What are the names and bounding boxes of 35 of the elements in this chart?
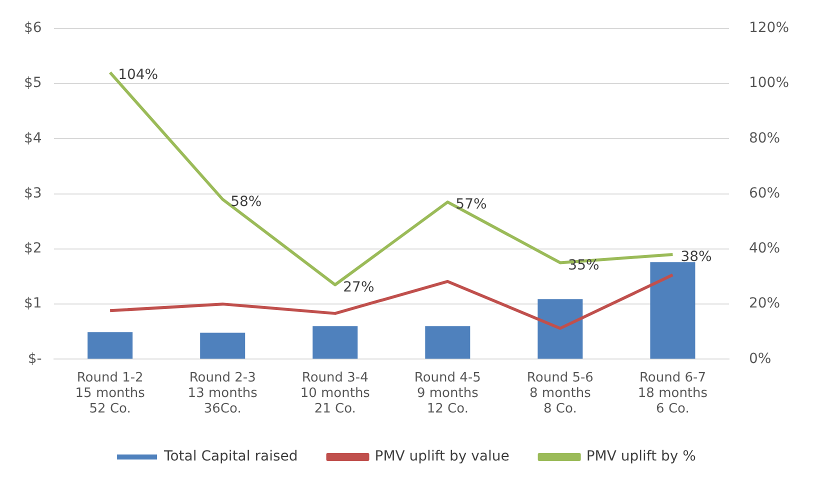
data-label: 35% (568, 257, 600, 274)
y2-tick-label: 0% (748, 350, 772, 367)
bar (312, 326, 358, 359)
bar (538, 299, 583, 359)
bar (425, 326, 470, 359)
x-tick-label: Round 3-4 10 months 21 Co. (300, 370, 370, 417)
y-tick-label: $3 (24, 185, 42, 202)
x-tick-label: Round 4-5 9 months 12 Co. (414, 370, 481, 417)
data-label: 57% (456, 196, 487, 213)
y2-tick-label: 120% (748, 20, 790, 36)
legend-label: PMV uplift by value (374, 448, 510, 465)
legend-label: Total Capital raised (163, 448, 298, 465)
y-tick-label: $1 (24, 296, 42, 312)
y-tick-label: $4 (24, 130, 42, 146)
x-tick-label: Round 1-2 15 months 52 Co. (75, 370, 146, 417)
y-tick-label: $- (28, 350, 42, 367)
x-tick-label: Round 2-3 13 months 36Co. (188, 370, 258, 417)
y2-tick-label: 40% (748, 240, 780, 257)
data-label: 27% (343, 279, 374, 296)
y-tick-label: $6 (24, 20, 42, 36)
x-tick-label: Round 5-6 8 months 8 Co. (526, 370, 594, 417)
y-tick-label: $2 (24, 240, 42, 257)
y2-tick-label: 80% (748, 130, 780, 146)
bar (88, 332, 133, 359)
y2-tick-label: 20% (748, 296, 780, 312)
legend-label: PMV uplift by % (586, 448, 696, 465)
x-tick-label: Round 6-7 18 months 6 Co. (638, 370, 708, 417)
data-label: 38% (680, 249, 712, 266)
data-label: 104% (118, 67, 158, 84)
y2-tick-label: 100% (748, 75, 790, 92)
y2-tick-label: 60% (748, 185, 780, 202)
bar (200, 332, 246, 359)
data-label: 58% (230, 194, 262, 210)
y-tick-label: $5 (24, 75, 42, 92)
bar (650, 262, 696, 359)
